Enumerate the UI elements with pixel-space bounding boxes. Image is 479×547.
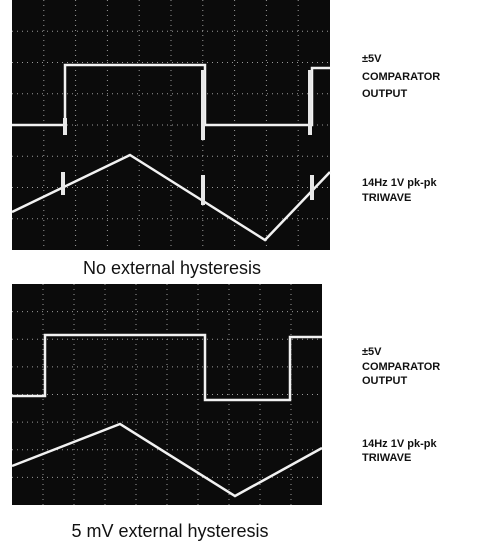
scope-bottom — [11, 284, 323, 505]
caption: 5 mV external hysteresis — [71, 521, 268, 541]
scope-top — [11, 0, 331, 250]
triwave-label: TRIWAVE — [362, 452, 411, 464]
output-label: OUTPUT — [362, 88, 408, 100]
scope-grid — [12, 284, 322, 505]
output-label: COMPARATOR — [362, 71, 440, 83]
triwave-label: 14Hz 1V pk-pk — [362, 438, 437, 450]
triwave-label: TRIWAVE — [362, 192, 411, 204]
output-label: COMPARATOR — [362, 361, 440, 373]
output-label: OUTPUT — [362, 375, 408, 387]
comparator-trace — [12, 333, 322, 402]
transition-spikes — [61, 70, 314, 205]
triwave-label: 14Hz 1V pk-pk — [362, 177, 437, 189]
triwave-trace — [11, 422, 323, 498]
triwave-trace — [11, 153, 331, 242]
output-label: ±5V — [362, 346, 382, 358]
output-label: ±5V — [362, 53, 382, 65]
caption: No external hysteresis — [83, 258, 261, 278]
